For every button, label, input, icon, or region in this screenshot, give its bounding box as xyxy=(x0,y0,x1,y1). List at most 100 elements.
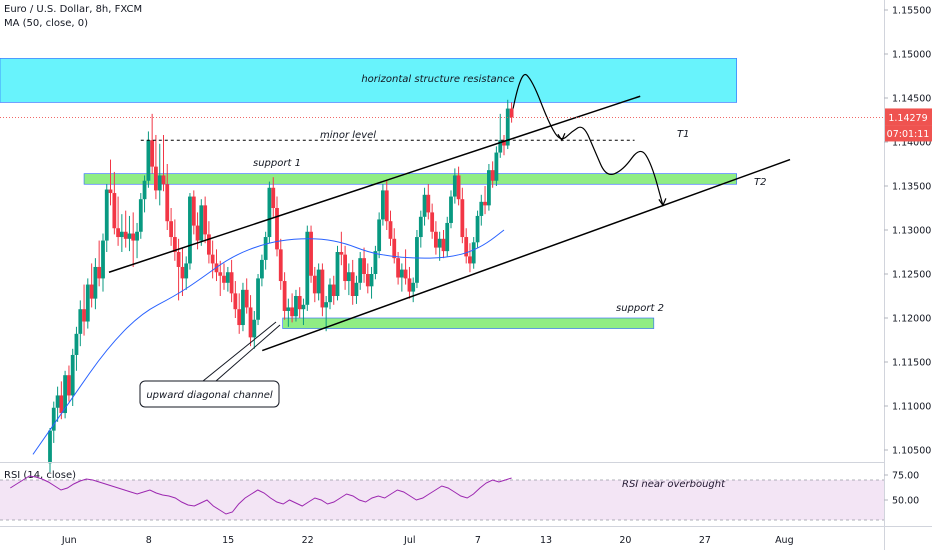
candle-body xyxy=(267,187,272,238)
time-axis: Jun 8 15 22 Jul 7 13 20 27 Aug xyxy=(61,535,794,546)
candle-1 xyxy=(51,401,56,443)
candle-85 xyxy=(369,266,374,299)
candle-42 xyxy=(207,221,211,264)
candle-body xyxy=(403,269,408,279)
candle-body xyxy=(82,309,86,322)
support-2-label: support 2 xyxy=(616,303,664,314)
candle-45 xyxy=(218,260,223,296)
price-axis: 1.15500 1.15000 1.14500 1.14000 1.13500 1.130… xyxy=(884,0,931,550)
candle-53 xyxy=(248,295,253,347)
candle-body xyxy=(70,354,75,396)
candle-72 xyxy=(320,263,325,317)
candle-32 xyxy=(169,208,174,246)
rsi-band xyxy=(0,480,884,520)
candle-16 xyxy=(108,159,113,206)
candle-96 xyxy=(411,277,416,303)
candle-122 xyxy=(509,102,514,123)
candle-80 xyxy=(350,259,355,305)
candle-body xyxy=(362,258,366,274)
candle-body xyxy=(112,193,117,229)
candle-111 xyxy=(468,243,472,273)
candle-46 xyxy=(222,263,226,290)
candle-7 xyxy=(74,326,79,371)
candle-87 xyxy=(377,212,382,259)
candle-40 xyxy=(199,199,204,246)
candle-119 xyxy=(498,113,503,158)
candle-body xyxy=(135,231,139,241)
channel-upper-line xyxy=(108,95,641,273)
candle-10 xyxy=(85,278,90,329)
candle-99 xyxy=(422,187,427,226)
candle-36 xyxy=(184,256,189,290)
candle-100 xyxy=(426,184,431,220)
candle-63 xyxy=(286,298,291,327)
candle-57 xyxy=(263,231,268,270)
candle-82 xyxy=(358,252,363,290)
trend-lines-layer xyxy=(108,73,791,352)
candle-body xyxy=(252,319,257,338)
candle-body xyxy=(195,225,200,241)
candle-120 xyxy=(502,134,506,156)
candle-78 xyxy=(343,245,347,290)
candle-65 xyxy=(294,289,298,322)
candle-body xyxy=(426,194,431,213)
candle-74 xyxy=(328,278,332,310)
candle-11 xyxy=(89,263,94,308)
t1-arrowhead xyxy=(557,133,566,142)
candle-body xyxy=(104,189,109,241)
candle-95 xyxy=(407,266,412,299)
candle-22 xyxy=(131,212,136,267)
candle-0 xyxy=(48,428,52,472)
time-tick-label: 13 xyxy=(540,535,552,546)
price-tick-label: 1.12500 xyxy=(892,270,931,281)
symbol-title: Euro / U.S. Dollar, 8h, FXCM xyxy=(4,4,143,15)
candle-66 xyxy=(297,287,302,318)
channel-callout-label: upward diagonal channel xyxy=(146,390,273,401)
price-tick-label: 1.15000 xyxy=(892,50,931,61)
t2-target-label: T2 xyxy=(754,177,766,188)
candle-51 xyxy=(241,282,245,332)
rsi-indicator-label: RSI (14, close) xyxy=(4,470,76,481)
candle-30 xyxy=(161,134,166,192)
candle-71 xyxy=(316,263,321,301)
candle-body xyxy=(210,254,215,264)
candle-body xyxy=(180,266,185,279)
candle-body xyxy=(101,240,105,279)
candle-body xyxy=(380,190,385,220)
callout-pointer-line-b xyxy=(215,324,281,382)
candle-body xyxy=(203,205,208,235)
t1-target-label: T1 xyxy=(677,129,689,140)
candle-body xyxy=(460,199,465,238)
candle-body xyxy=(157,175,162,191)
candle-79 xyxy=(346,263,351,296)
time-tick-label: 7 xyxy=(475,535,481,546)
price-tick-label: 1.11500 xyxy=(892,358,931,369)
candle-body xyxy=(388,221,393,239)
candles-layer xyxy=(48,99,514,472)
candle-body xyxy=(131,233,136,241)
candle-body xyxy=(176,252,181,267)
candle-102 xyxy=(434,221,438,255)
time-tick-label: 8 xyxy=(146,535,152,546)
t2-arrowhead xyxy=(658,198,667,207)
candle-body xyxy=(74,333,79,355)
callout-pointer-line-a xyxy=(202,321,277,382)
candle-body xyxy=(369,274,374,287)
time-tick-label: Jun xyxy=(61,535,77,546)
minor-level-label: minor level xyxy=(320,130,376,141)
candle-91 xyxy=(392,228,397,264)
candle-body xyxy=(483,201,487,206)
candle-body xyxy=(225,272,230,283)
candle-body xyxy=(248,307,253,338)
candle-38 xyxy=(191,190,196,235)
candle-67 xyxy=(301,298,306,326)
current-price-value: 1.14279 xyxy=(888,113,927,124)
candle-body xyxy=(67,375,71,396)
candle-body xyxy=(191,196,196,226)
candle-110 xyxy=(464,228,469,264)
candle-24 xyxy=(138,193,143,239)
candle-103 xyxy=(437,231,442,261)
candle-body xyxy=(468,256,472,264)
candle-body xyxy=(233,293,238,310)
